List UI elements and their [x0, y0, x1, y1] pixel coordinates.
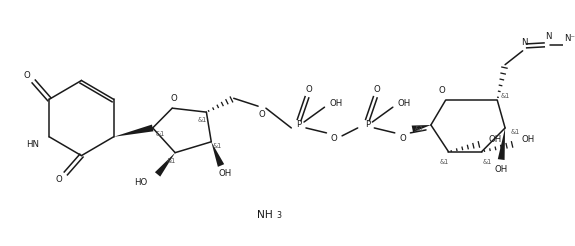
Text: NH: NH [257, 210, 273, 220]
Polygon shape [211, 142, 224, 167]
Text: &1: &1 [500, 93, 509, 99]
Polygon shape [412, 125, 431, 132]
Text: &1: &1 [483, 159, 492, 165]
Text: N⁻: N⁻ [564, 34, 575, 44]
Text: O: O [259, 110, 266, 119]
Text: &1: &1 [415, 126, 424, 132]
Text: OH: OH [329, 99, 343, 108]
Text: O: O [331, 134, 338, 143]
Text: HN: HN [26, 140, 40, 149]
Text: &1: &1 [213, 143, 222, 149]
Text: N: N [545, 32, 551, 42]
Polygon shape [498, 128, 505, 160]
Polygon shape [113, 124, 154, 137]
Text: &1: &1 [198, 117, 207, 123]
Text: O: O [24, 71, 30, 80]
Text: &1: &1 [156, 131, 165, 137]
Text: O: O [399, 134, 406, 143]
Text: OH: OH [494, 165, 508, 174]
Text: O: O [171, 94, 178, 103]
Text: &1: &1 [510, 129, 519, 135]
Text: O: O [438, 86, 445, 95]
Text: O: O [305, 85, 312, 94]
Text: N: N [522, 38, 528, 47]
Text: OH: OH [489, 135, 502, 144]
Text: OH: OH [218, 169, 232, 178]
Text: P: P [365, 121, 370, 129]
Text: O: O [56, 175, 62, 184]
Text: HO: HO [135, 178, 148, 187]
Text: &1: &1 [167, 158, 176, 164]
Text: P: P [297, 121, 302, 129]
Text: OH: OH [522, 135, 535, 144]
Text: &1: &1 [440, 159, 449, 165]
Text: 3: 3 [277, 212, 282, 220]
Polygon shape [155, 153, 175, 177]
Text: OH: OH [398, 99, 411, 108]
Text: O: O [374, 85, 381, 94]
